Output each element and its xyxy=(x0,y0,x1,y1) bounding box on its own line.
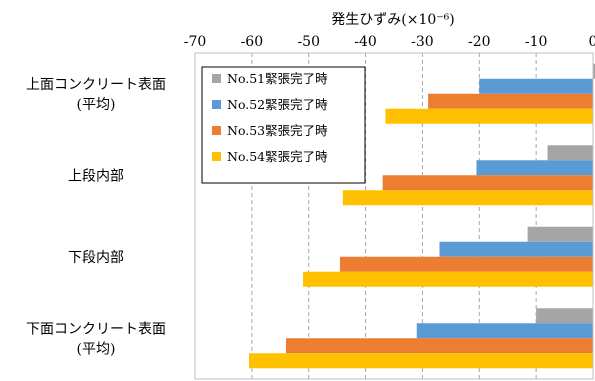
x-axis-title: 発生ひずみ(×10⁻⁶) xyxy=(331,12,454,28)
x-axis-ticks: -70 -60 -50 -40 -30 -20 -10 0 xyxy=(184,34,595,50)
category-label: (平均) xyxy=(77,341,116,357)
category-label: 上段内部 xyxy=(68,168,124,184)
bar xyxy=(476,160,593,176)
legend-label: No.54緊張完了時 xyxy=(227,149,328,164)
bar xyxy=(547,145,593,161)
legend: No.51緊張完了時 No.52緊張完了時 No.53緊張完了時 No.54緊張完了時 xyxy=(201,66,366,184)
bar xyxy=(339,256,593,272)
bar xyxy=(536,308,593,324)
bar xyxy=(593,63,595,79)
x-tick-label: -60 xyxy=(241,34,264,50)
legend-swatch xyxy=(212,74,221,83)
x-tick-label: -30 xyxy=(411,34,434,50)
category-label: 下段内部 xyxy=(68,250,124,266)
bar xyxy=(249,353,593,369)
bar xyxy=(342,190,593,206)
legend-swatch xyxy=(212,126,221,135)
legend-box xyxy=(201,66,366,184)
legend-swatch xyxy=(212,152,221,161)
category-label: 上面コンクリート表面 xyxy=(26,77,166,93)
bar xyxy=(303,271,593,287)
bar xyxy=(527,226,593,242)
x-tick-label: -70 xyxy=(184,34,207,50)
gridlines xyxy=(251,53,537,379)
x-tick-label: 0 xyxy=(589,34,595,50)
x-tick-label: -50 xyxy=(297,34,320,50)
legend-label: No.51緊張完了時 xyxy=(227,71,328,86)
x-tick-label: -40 xyxy=(354,34,377,50)
bar-series xyxy=(249,63,595,369)
bar xyxy=(285,338,593,354)
legend-swatch xyxy=(212,100,221,109)
x-tick-label: -10 xyxy=(525,34,548,50)
category-label: (平均) xyxy=(77,97,116,113)
legend-label: No.53緊張完了時 xyxy=(227,123,328,138)
bar xyxy=(385,108,593,124)
bar xyxy=(382,175,593,191)
plot-frame xyxy=(194,52,594,380)
legend-label: No.52緊張完了時 xyxy=(227,97,328,112)
x-tick-label: -20 xyxy=(468,34,491,50)
bar xyxy=(416,323,593,339)
bar xyxy=(439,241,593,257)
bar xyxy=(479,78,593,94)
category-label: 下面コンクリート表面 xyxy=(26,321,166,337)
bar xyxy=(428,93,593,109)
